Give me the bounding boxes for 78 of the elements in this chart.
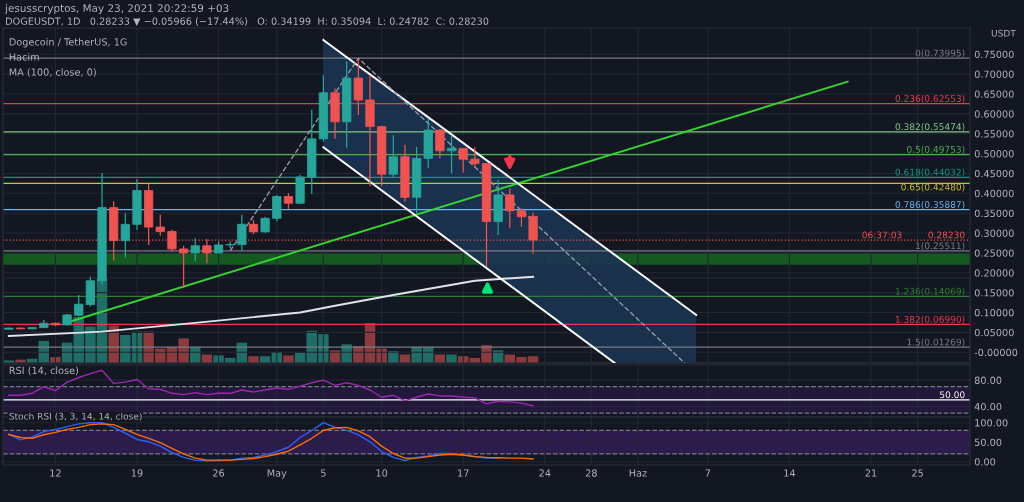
candlestick: [155, 214, 165, 237]
text: DOGEUSDT, 1D 0.28233 ▼ −0.05966 (−17.44%) O: 0.34199 H: 0.35094 L: 0.24782 C: 0.28230: [6, 17, 489, 26]
text: USDT: [991, 29, 1016, 37]
line-series: [7, 275, 535, 337]
candlestick: [272, 194, 282, 223]
x-tick-label: 21: [865, 469, 877, 477]
x-tick-label: 24: [539, 469, 551, 477]
bar: [341, 344, 352, 363]
ref-line-label: 1.382(0.06990): [895, 315, 965, 324]
text: Dogecoin / TetherUS, 1G: [9, 38, 127, 48]
ref-line-label: 0.5(0.49753): [907, 145, 965, 154]
candlestick: [470, 146, 480, 169]
candlestick: [446, 134, 457, 175]
x-tick-label: 28: [585, 469, 597, 477]
candlestick: [435, 128, 445, 159]
annotation: 06:37:03: [862, 231, 902, 239]
ref-line-label: 50.00: [940, 391, 965, 399]
x-tick-label: 26: [213, 469, 225, 477]
candlestick: [120, 212, 130, 259]
y-tick-label: -0.00000: [974, 348, 1018, 357]
y-tick-label: 40.00: [974, 402, 1002, 411]
candlestick: [388, 134, 398, 178]
y-tick-label: 80.00: [974, 376, 1002, 384]
ref-line-label: 0.786(0.35887): [895, 200, 965, 209]
chart-title: RSI (14, close): [9, 366, 79, 376]
bar: [283, 355, 294, 363]
candlestick: [74, 294, 84, 318]
y-tick-label: 0.45000: [974, 169, 1014, 178]
y-tick-label: 0.20000: [974, 269, 1014, 277]
candlestick: [85, 276, 95, 308]
bar: [248, 356, 259, 363]
ref-line-label: 0.28230: [928, 231, 965, 239]
x-tick-label: 19: [131, 469, 143, 477]
ref-line-label: 0.65(0.42480): [901, 183, 965, 192]
y-tick-label: 0.05000: [974, 328, 1014, 337]
x-tick-label: 17: [458, 469, 469, 477]
ref-line-label: 0.618(0.44032): [895, 168, 965, 177]
x-tick-label: 12: [50, 469, 61, 477]
y-tick-label: 100.00: [975, 419, 1008, 427]
text: jesusscryptos, May 23, 2021 20:22:59 +03: [4, 3, 229, 15]
candlestick: [458, 147, 468, 174]
ref-line-label: 1(0.25511): [916, 242, 965, 251]
annotation: MA (100, close, 0): [9, 68, 96, 77]
ref-line-label: 1.5(0.01269): [907, 338, 965, 347]
y-tick-label: 0.75000: [974, 50, 1014, 59]
x-tick-label: 5: [321, 469, 326, 477]
ref-line-label: 0(0.73995): [915, 49, 965, 58]
candlestick: [528, 212, 538, 255]
chart-title: Stoch RSI (3, 3, 14, 14, close): [9, 412, 142, 421]
y-tick-label: 50.00: [974, 438, 1002, 447]
ref-line-label: 0.236(0.62553): [895, 94, 965, 103]
ref-line-label: 0.382(0.55474): [895, 123, 965, 132]
annotation: Hacim: [9, 53, 39, 61]
x-tick-label: 10: [376, 469, 388, 477]
y-tick-label: 0.40000: [974, 189, 1014, 198]
candlestick: [516, 207, 527, 228]
candlestick: [353, 57, 363, 116]
y-tick-label: 0.60000: [974, 110, 1014, 118]
y-tick-label: 0.10000: [974, 309, 1014, 317]
y-tick-label: 0.55000: [974, 130, 1014, 138]
candlestick: [178, 245, 189, 289]
candlestick: [237, 214, 247, 252]
x-tick-label: Haz: [629, 469, 647, 477]
y-tick-label: 0.30000: [974, 229, 1014, 237]
y-tick-label: 0.65000: [974, 90, 1014, 98]
y-tick-label: 0.25000: [974, 249, 1014, 257]
x-tick-label: 14: [784, 469, 796, 477]
y-tick-label: 0.50000: [974, 150, 1014, 158]
x-tick-label: May: [267, 469, 287, 479]
y-tick-label: 0.70000: [974, 70, 1014, 78]
candlestick: [190, 237, 200, 262]
y-tick-label: 0.35000: [974, 209, 1014, 218]
x-tick-label: 25: [912, 469, 923, 477]
ref-line-label: 1.236(0.14069): [895, 287, 965, 296]
y-tick-label: 0.15000: [974, 289, 1014, 297]
candlestick: [505, 187, 515, 229]
x-tick-label: 7: [705, 469, 711, 477]
y-tick-label: 0.00: [974, 458, 996, 466]
